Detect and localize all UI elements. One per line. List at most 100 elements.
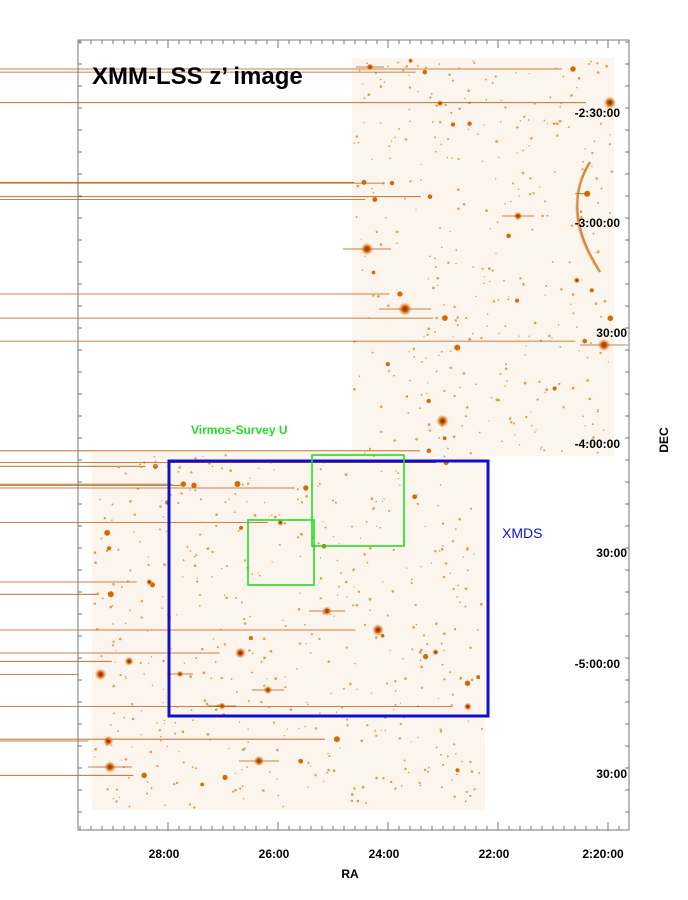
star [229, 469, 232, 473]
star [351, 604, 354, 607]
plot-frame [77, 39, 630, 831]
star [483, 282, 485, 285]
star [238, 525, 244, 530]
star [417, 90, 419, 93]
star [404, 767, 407, 771]
star [222, 774, 228, 780]
star [330, 692, 332, 695]
star [454, 344, 461, 351]
star [118, 637, 122, 641]
star [130, 702, 134, 706]
star [442, 575, 446, 579]
star [464, 702, 472, 711]
axis-ticks [78, 40, 629, 830]
star [114, 661, 116, 664]
star [506, 380, 509, 382]
star [330, 613, 332, 616]
star [491, 269, 494, 272]
star [186, 545, 189, 548]
star [411, 648, 414, 651]
star [112, 640, 115, 643]
y-axis-label: DEC [657, 427, 671, 453]
star [422, 653, 429, 660]
star [342, 687, 345, 690]
star [464, 605, 467, 608]
star [435, 316, 438, 320]
xmds-label: XMDS [502, 525, 542, 541]
star [430, 92, 433, 95]
star [196, 577, 198, 580]
star [220, 567, 223, 570]
star [224, 454, 227, 457]
star [299, 555, 302, 558]
star [194, 489, 197, 492]
star [570, 224, 574, 227]
star [504, 385, 507, 388]
star [399, 702, 401, 704]
star [464, 587, 468, 591]
star [268, 515, 270, 517]
star [455, 262, 457, 265]
star [446, 755, 449, 758]
star [180, 481, 187, 487]
star [109, 605, 113, 609]
star [429, 255, 432, 258]
star [389, 649, 391, 652]
star [195, 657, 198, 660]
star [437, 697, 440, 700]
star [387, 65, 389, 68]
star [419, 407, 422, 410]
star [173, 783, 176, 786]
star [449, 366, 453, 370]
star [379, 122, 382, 124]
star [451, 79, 455, 82]
star [381, 500, 384, 503]
star [397, 478, 399, 480]
star [360, 238, 362, 240]
star [163, 722, 166, 725]
star [99, 498, 102, 501]
star [394, 703, 397, 706]
star [454, 319, 458, 322]
star [589, 288, 594, 293]
star [138, 463, 142, 466]
star [272, 721, 276, 724]
star [524, 354, 527, 356]
star [579, 210, 583, 214]
star [473, 553, 475, 555]
star [480, 337, 483, 340]
star [424, 66, 427, 69]
star [440, 753, 442, 756]
star [581, 279, 583, 281]
star [410, 578, 413, 581]
star [262, 789, 265, 792]
star [149, 750, 153, 754]
star [361, 269, 364, 272]
star [344, 473, 348, 477]
star [397, 291, 403, 297]
star [456, 316, 459, 319]
star [514, 434, 516, 436]
star [523, 115, 526, 118]
star [115, 649, 117, 652]
star [112, 623, 114, 625]
star [409, 120, 411, 123]
star [441, 545, 444, 547]
star [131, 746, 133, 748]
star [336, 559, 339, 562]
star [571, 386, 575, 390]
star [440, 642, 443, 645]
star [412, 625, 415, 629]
star [435, 746, 438, 749]
star [420, 163, 422, 166]
star [314, 727, 318, 730]
star [129, 609, 131, 612]
star [400, 785, 403, 787]
star [382, 182, 385, 185]
star [427, 278, 430, 280]
star [366, 62, 369, 65]
star [111, 644, 114, 647]
star [596, 71, 600, 74]
star [492, 300, 496, 303]
star [586, 379, 589, 382]
